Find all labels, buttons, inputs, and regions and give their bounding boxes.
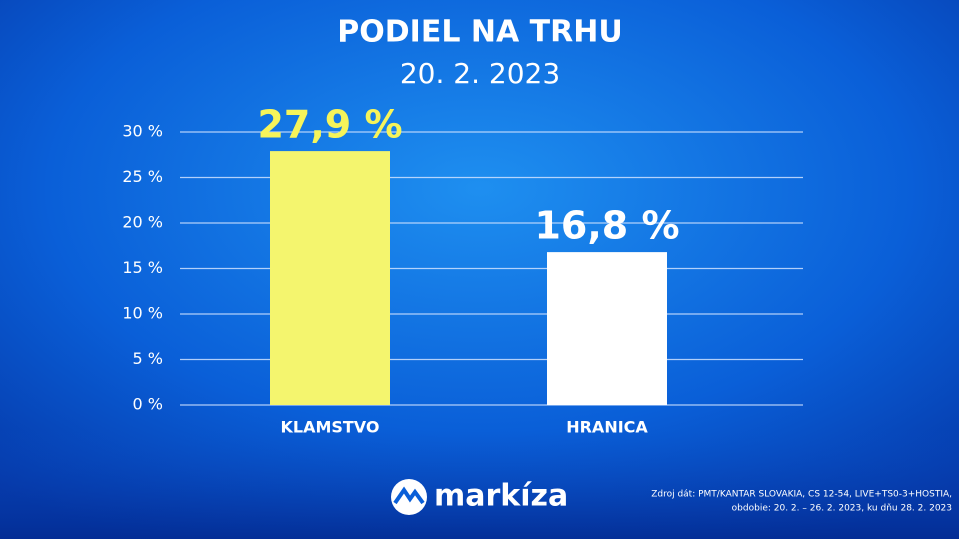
y-tick-label: 5 %	[133, 349, 163, 368]
x-tick-label: KLAMSTVO	[280, 418, 379, 437]
chart-subtitle: 20. 2. 2023	[400, 57, 560, 90]
source-note: obdobie: 20. 2. – 26. 2. 2023, ku dňu 28…	[732, 503, 952, 514]
value-label: 16,8 %	[534, 204, 679, 248]
y-tick-label: 10 %	[122, 304, 163, 323]
x-tick-label: HRANICA	[566, 418, 648, 437]
y-tick-label: 0 %	[133, 395, 163, 414]
y-tick-label: 20 %	[122, 213, 163, 232]
background-footer	[0, 430, 959, 539]
value-label: 27,9 %	[257, 103, 402, 147]
y-tick-label: 30 %	[122, 122, 163, 141]
source-note: Zdroj dát: PMT/KANTAR SLOVAKIA, CS 12-54…	[651, 490, 952, 500]
chart-title: PODIEL NA TRHU	[337, 15, 622, 50]
logo-text: markíza	[434, 479, 568, 514]
logo-mark	[393, 486, 425, 505]
y-tick-label: 15 %	[122, 258, 163, 277]
bar	[270, 151, 390, 405]
bar	[547, 252, 667, 405]
logo: markíza	[391, 479, 568, 515]
y-tick-label: 25 %	[122, 167, 163, 186]
